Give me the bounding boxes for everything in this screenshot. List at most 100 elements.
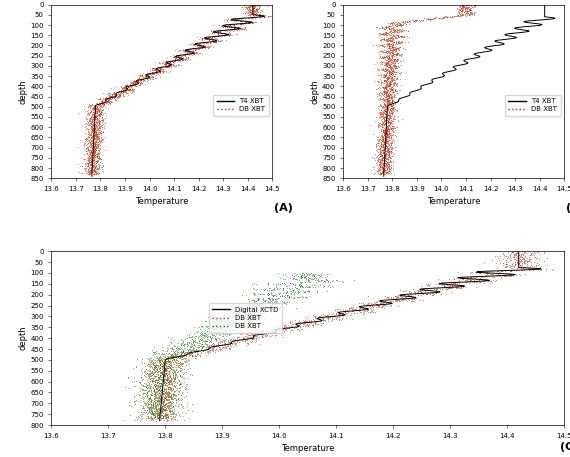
Point	[166, 364, 175, 371]
Point	[230, 336, 239, 344]
Point	[381, 133, 390, 140]
Point	[145, 400, 154, 408]
Point	[389, 85, 398, 92]
Point	[250, 2, 259, 9]
Point	[93, 108, 102, 115]
Point	[136, 358, 145, 365]
Point	[383, 153, 392, 160]
Point	[374, 54, 384, 62]
Point	[264, 304, 273, 311]
Point	[384, 53, 393, 60]
Point	[388, 105, 397, 112]
Point	[252, 333, 261, 340]
Point	[425, 16, 434, 23]
Point	[303, 323, 312, 330]
Point	[410, 294, 419, 302]
Point	[200, 336, 209, 343]
Point	[84, 157, 93, 164]
Point	[88, 149, 97, 156]
Point	[98, 100, 107, 107]
Point	[141, 384, 150, 391]
Point	[429, 290, 438, 298]
Point	[328, 276, 337, 284]
Point	[249, 298, 258, 306]
Point	[87, 140, 96, 148]
Point	[157, 350, 166, 357]
Point	[299, 288, 308, 296]
Point	[151, 389, 160, 396]
Point	[135, 71, 144, 78]
Point	[161, 365, 170, 372]
Point	[465, 276, 474, 283]
Point	[259, 297, 268, 304]
Point	[380, 127, 389, 134]
Point	[381, 154, 390, 161]
Point	[158, 400, 168, 408]
Point	[249, 290, 258, 297]
Point	[203, 44, 213, 51]
Point	[224, 324, 233, 332]
Point	[275, 304, 284, 311]
Point	[477, 268, 486, 276]
Point	[148, 69, 157, 76]
Point	[197, 335, 206, 342]
Point	[373, 67, 382, 74]
Point	[392, 63, 401, 70]
Point	[384, 126, 393, 133]
Point	[92, 138, 101, 146]
Point	[389, 44, 398, 51]
Point	[167, 353, 176, 361]
Point	[238, 24, 247, 32]
Point	[223, 31, 232, 38]
Point	[226, 320, 235, 328]
Point	[149, 410, 158, 417]
Point	[123, 83, 132, 90]
Point	[153, 65, 162, 72]
Point	[161, 380, 170, 388]
Point	[304, 282, 314, 289]
Point	[300, 288, 309, 296]
Point	[90, 139, 99, 147]
Point	[218, 344, 227, 351]
Point	[141, 366, 150, 373]
Point	[381, 79, 390, 86]
Point	[385, 107, 394, 114]
Point	[201, 343, 210, 350]
Point	[137, 72, 146, 79]
Point	[287, 322, 296, 329]
Point	[239, 315, 249, 322]
Point	[384, 140, 393, 147]
Point	[242, 18, 251, 26]
Point	[97, 108, 106, 116]
Point	[147, 355, 156, 362]
Point	[276, 325, 285, 333]
Point	[381, 67, 390, 74]
Point	[92, 158, 101, 165]
Point	[384, 94, 393, 101]
Point	[181, 349, 190, 356]
Point	[374, 165, 383, 172]
Point	[109, 89, 118, 96]
Point	[169, 393, 178, 400]
Point	[392, 38, 401, 45]
Point	[382, 159, 392, 166]
Point	[93, 105, 102, 112]
Point	[443, 284, 453, 292]
Point	[317, 311, 326, 318]
Point	[381, 145, 390, 153]
Point	[312, 320, 321, 328]
Point	[292, 324, 302, 331]
Point	[469, 276, 478, 284]
Point	[170, 394, 180, 402]
Point	[450, 12, 459, 20]
Point	[523, 248, 532, 255]
Point	[162, 391, 172, 399]
Point	[492, 271, 501, 278]
Point	[487, 277, 496, 284]
Point	[215, 344, 224, 351]
Point	[169, 414, 178, 421]
Point	[378, 92, 387, 99]
Point	[382, 105, 392, 112]
Point	[391, 68, 400, 75]
Point	[156, 385, 165, 393]
